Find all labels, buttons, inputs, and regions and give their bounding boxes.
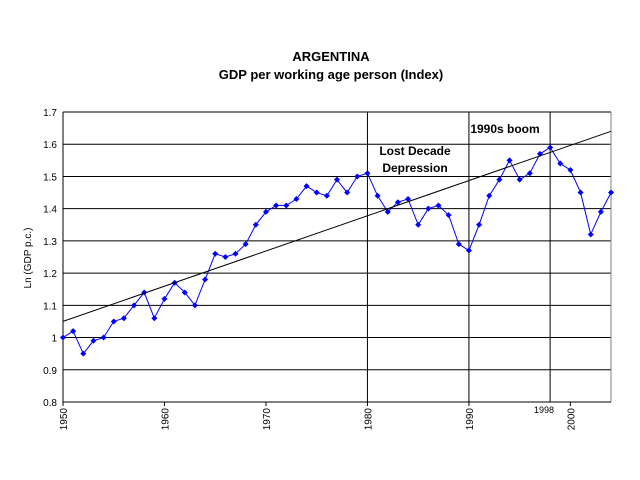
data-point [273,202,280,209]
data-point [90,337,97,344]
data-point [394,199,401,206]
data-point [181,289,188,296]
data-point [506,157,513,164]
gdp-series [60,144,614,357]
data-point [202,276,209,283]
data-point [334,176,340,183]
data-point [435,202,442,209]
y-tick-label: 1.2 [43,269,57,280]
data-point [486,192,493,199]
x-tick-label: 2000 [566,408,577,431]
data-point [262,208,269,215]
data-point [161,295,168,302]
trend-line [62,130,612,322]
y-tick-label: 1.6 [43,140,57,151]
annotation-1998: 1998 [534,405,554,415]
data-point [526,170,533,177]
data-point [232,250,239,257]
x-tick-labels: 1950 1960 1970 1980 1990 2000 [59,408,577,431]
y-tick-labels: 0.8 0.9 1 1.1 1.2 1.3 1.4 1.5 1.6 1.7 [43,108,57,409]
data-point [120,315,127,322]
data-point [415,221,422,228]
data-point [476,221,483,228]
data-point [151,315,158,322]
x-tick-label: 1970 [262,408,273,431]
series [60,130,614,357]
chart-title: ARGENTINA [292,49,370,64]
data-point [465,247,472,254]
y-tick-label: 1.7 [43,108,57,119]
data-point [191,302,198,309]
x-tick-label: 1980 [363,408,374,431]
data-point [252,221,259,228]
data-point [323,192,330,199]
y-tick-label: 0.8 [43,398,57,409]
annotation-lost-decade: Lost Decade [379,144,451,158]
data-point [608,189,614,196]
data-point [496,176,503,183]
y-axis-label: Ln (GDP p.c.) [23,228,34,289]
data-point [293,196,300,202]
x-tick-label: 1990 [465,408,476,431]
data-point [364,170,371,177]
y-tick-label: 1.1 [43,301,57,312]
data-point [374,192,381,199]
trend-line-series [62,130,612,322]
y-tick-label: 1.5 [43,172,57,183]
x-tick-label: 1960 [160,408,171,431]
y-tick-label: 1 [51,334,57,345]
data-point [303,183,310,190]
data-point [70,328,77,335]
data-point [455,241,462,248]
data-point [242,241,249,248]
chart-subtitle: GDP per working age person (Index) [219,67,443,82]
data-point [354,173,361,180]
data-point [313,189,320,196]
data-point [384,208,391,215]
event-lines [366,112,551,402]
data-point [597,208,604,215]
data-point [80,350,87,357]
data-point [577,189,584,196]
gridlines [63,111,611,403]
y-tick-label: 0.9 [43,366,57,377]
data-point [212,250,219,257]
data-point [587,231,594,238]
data-point [222,254,229,260]
x-tick-label: 1950 [59,408,70,431]
data-point [60,334,66,341]
data-point [131,302,138,309]
data-point [547,144,554,151]
data-point [445,212,452,219]
data-point [100,334,107,341]
y-tick-label: 1.3 [43,237,57,248]
data-point [344,189,351,196]
data-point [425,205,432,212]
data-point [110,318,117,325]
data-point [516,176,523,183]
data-point [567,167,574,173]
data-point [405,196,412,202]
annotation-depression: Depression [382,161,447,175]
axes [62,112,612,406]
data-point [557,160,564,167]
y-tick-label: 1.4 [43,205,57,216]
data-point [283,202,290,209]
annotation-1990s-boom: 1990s boom [470,122,539,136]
